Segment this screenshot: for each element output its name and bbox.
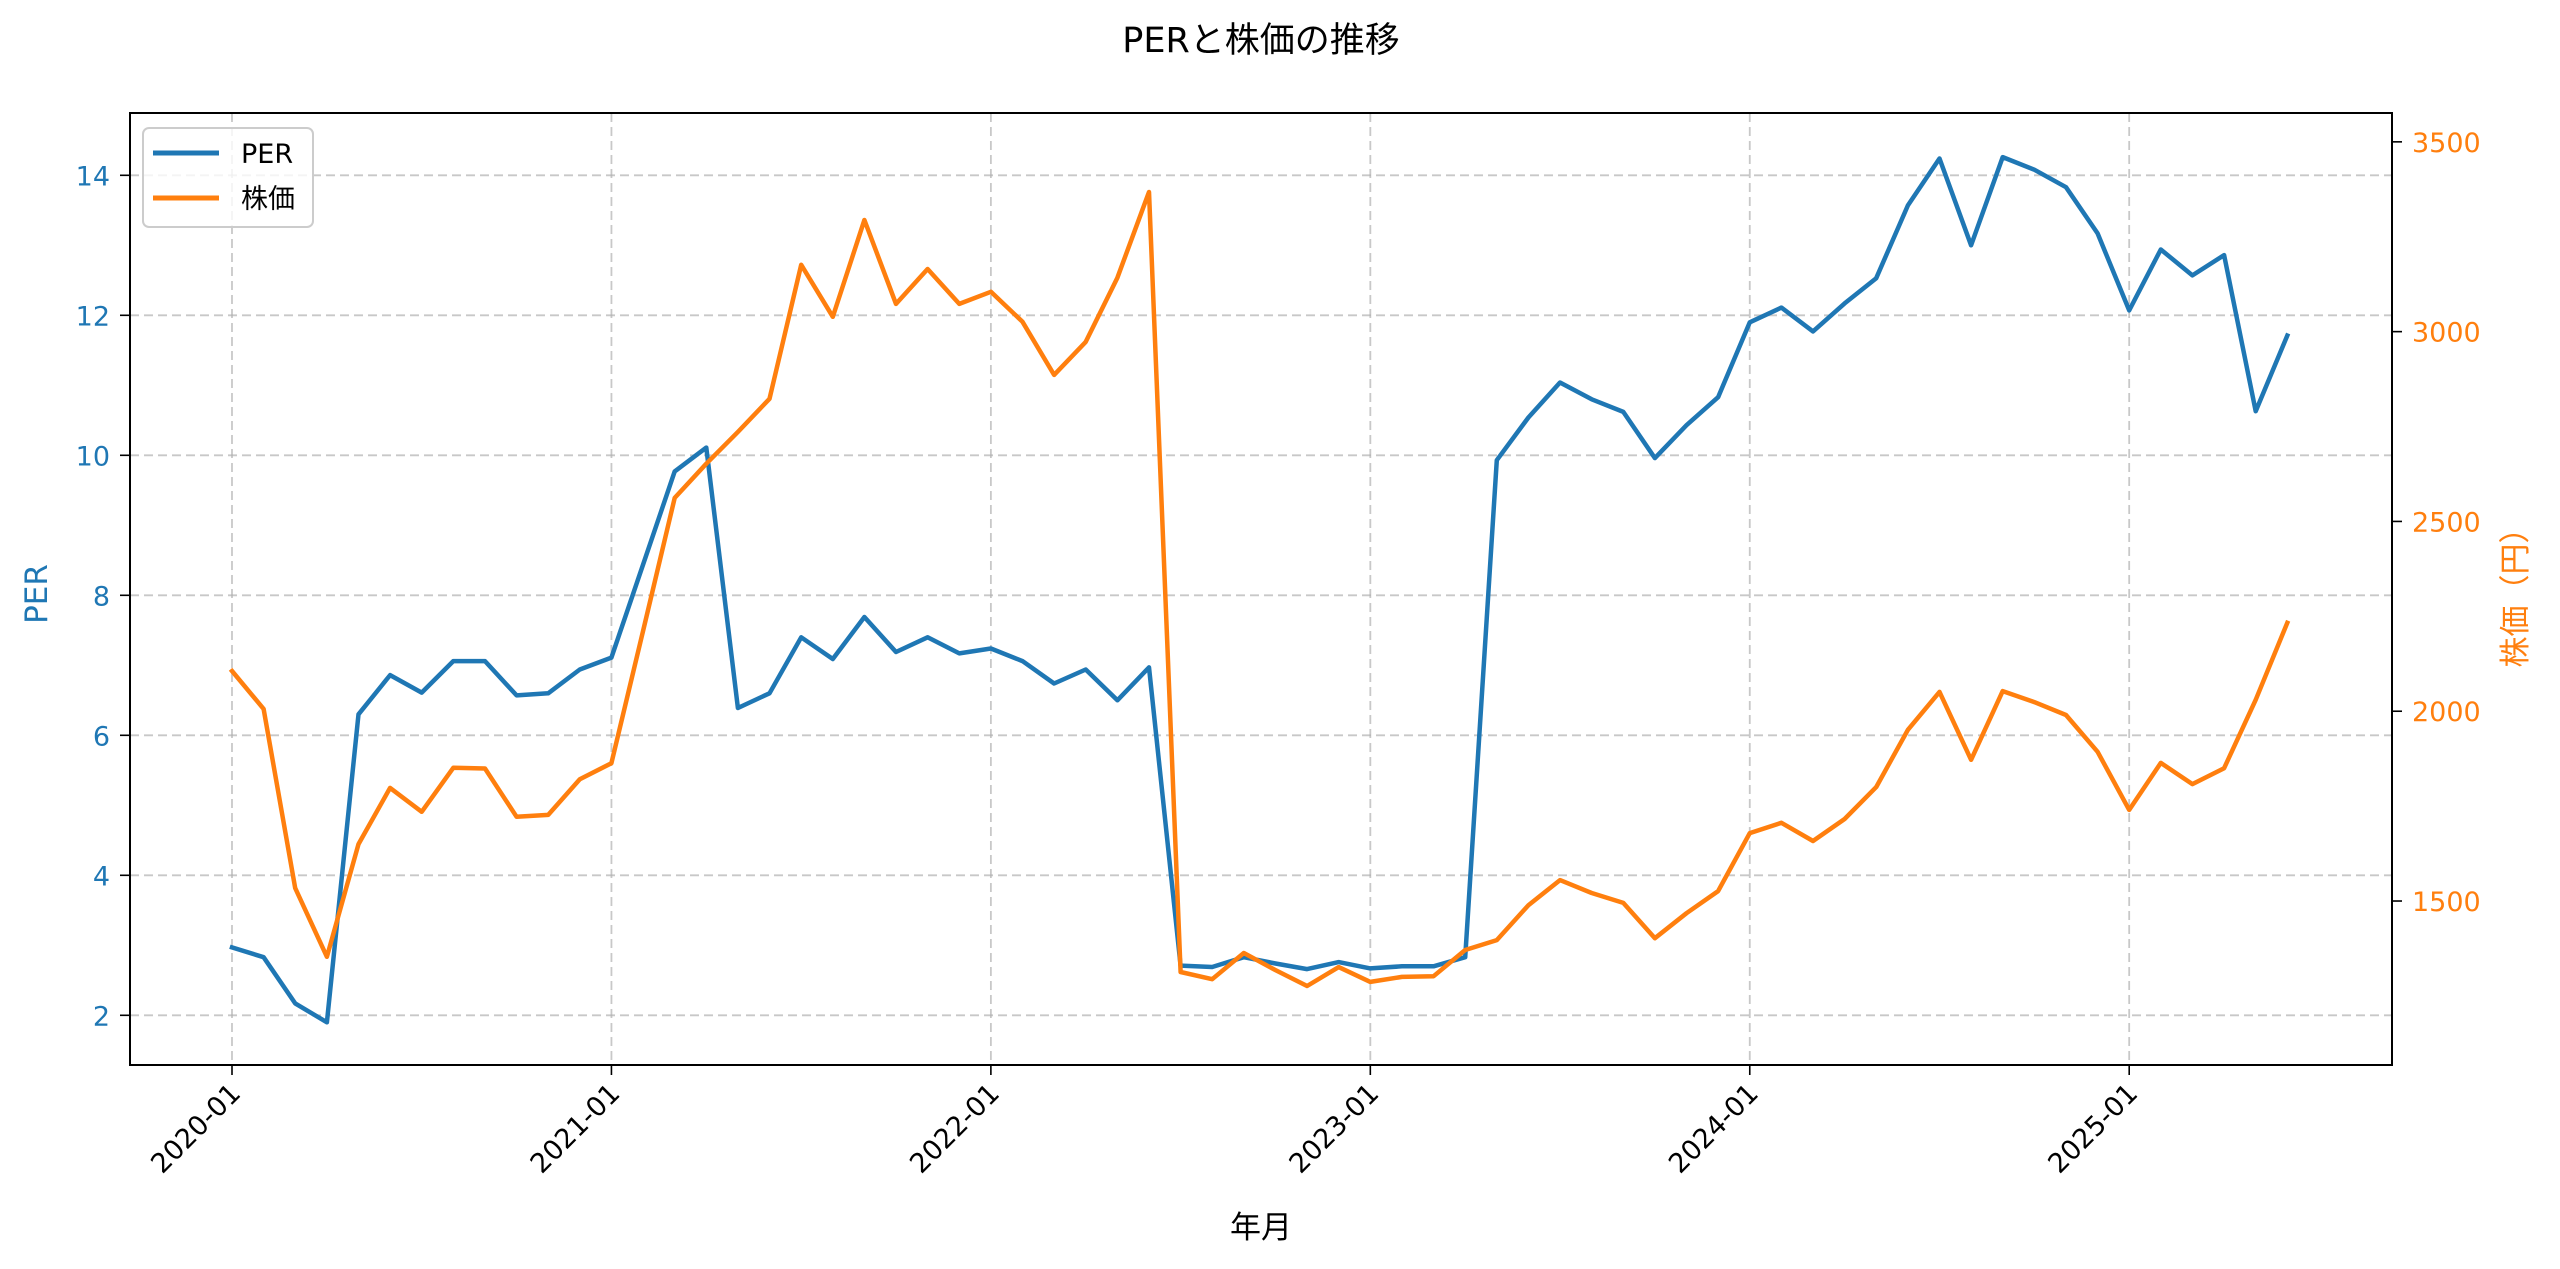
x-tick-label: 2025-01 bbox=[2042, 1078, 2144, 1180]
left-tick-label: 6 bbox=[93, 721, 110, 752]
x-axis-label: 年月 bbox=[1230, 1210, 1292, 1246]
x-tick-label: 2023-01 bbox=[1284, 1078, 1386, 1180]
left-axis-label: PER bbox=[19, 564, 55, 624]
series-lines bbox=[228, 154, 2291, 1025]
left-tick-label: 8 bbox=[93, 581, 110, 612]
right-tick-label: 1500 bbox=[2412, 887, 2481, 918]
legend-label-price: 株価 bbox=[241, 184, 295, 215]
price-line bbox=[228, 189, 2291, 989]
x-tick-label: 2020-01 bbox=[145, 1078, 247, 1180]
x-axis: 2020-01 2021-01 2022-01 2023-01 2024-01 2025-… bbox=[145, 1065, 2144, 1180]
left-tick-label: 12 bbox=[76, 301, 110, 332]
chart-title: PERと株価の推移 bbox=[1122, 21, 1400, 61]
legend-label-per: PER bbox=[241, 139, 293, 170]
left-tick-label: 10 bbox=[76, 441, 110, 472]
x-tick-label: 2022-01 bbox=[904, 1078, 1006, 1180]
left-tick-label: 2 bbox=[93, 1001, 110, 1032]
right-axis-label: 株価（円） bbox=[2498, 513, 2534, 668]
left-tick-label: 14 bbox=[76, 161, 110, 192]
left-y-axis: 2 4 6 8 10 12 14 bbox=[76, 161, 130, 1032]
right-y-axis: 1500 2000 2500 3000 3500 bbox=[2392, 128, 2481, 918]
left-tick-label: 4 bbox=[93, 861, 110, 892]
grid-lines bbox=[130, 113, 2392, 1065]
right-tick-label: 3000 bbox=[2412, 318, 2481, 349]
x-tick-label: 2024-01 bbox=[1663, 1078, 1765, 1180]
x-tick-label: 2021-01 bbox=[525, 1078, 627, 1180]
right-tick-label: 2000 bbox=[2412, 697, 2481, 728]
axes-frame bbox=[129, 112, 2393, 1066]
legend: PER 株価 bbox=[142, 127, 314, 228]
per-line bbox=[229, 154, 2291, 1025]
right-tick-label: 2500 bbox=[2412, 507, 2481, 538]
right-tick-label: 3500 bbox=[2412, 128, 2481, 159]
